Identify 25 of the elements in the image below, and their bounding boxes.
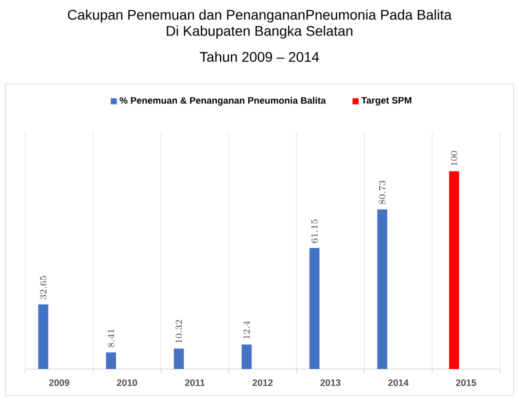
x-tick-label: 2011 (185, 379, 205, 386)
bar (242, 344, 252, 369)
x-tick-label: 2012 (252, 379, 273, 386)
chart-title: Cakupan Penemuan dan PenangananPneumonia Pada Balita (68, 9, 452, 23)
data-label: 61 . 15 (311, 220, 318, 243)
data-label: 32 . 65 (40, 276, 46, 300)
x-tick-label: 2015 (456, 379, 476, 386)
bar (309, 248, 320, 369)
bar (377, 209, 388, 369)
x-tick-label: 2010 (116, 379, 138, 386)
data-label: 8 .41 (108, 329, 114, 348)
legend-label: % Penemuan & Penanganan Pneumonia Balita (120, 96, 326, 106)
x-tick-label: 2009 (49, 379, 70, 386)
data-label: 100 (450, 151, 458, 166)
x-tick-label: 2014 (388, 379, 409, 386)
chart-subtitle: Di Kabupaten Bangka Selatan Tahun 2009 – 2014 (166, 26, 352, 62)
bar (174, 348, 184, 369)
data-label: 12 .4 (243, 321, 250, 339)
bar (449, 171, 460, 369)
legend-label: Target SPM (361, 97, 412, 106)
data-label: 80 . 73 (378, 180, 386, 204)
bar (38, 304, 48, 369)
data-label: 10 . 32 (176, 320, 182, 343)
bar (106, 352, 116, 369)
x-tick-label: 2013 (320, 379, 341, 386)
